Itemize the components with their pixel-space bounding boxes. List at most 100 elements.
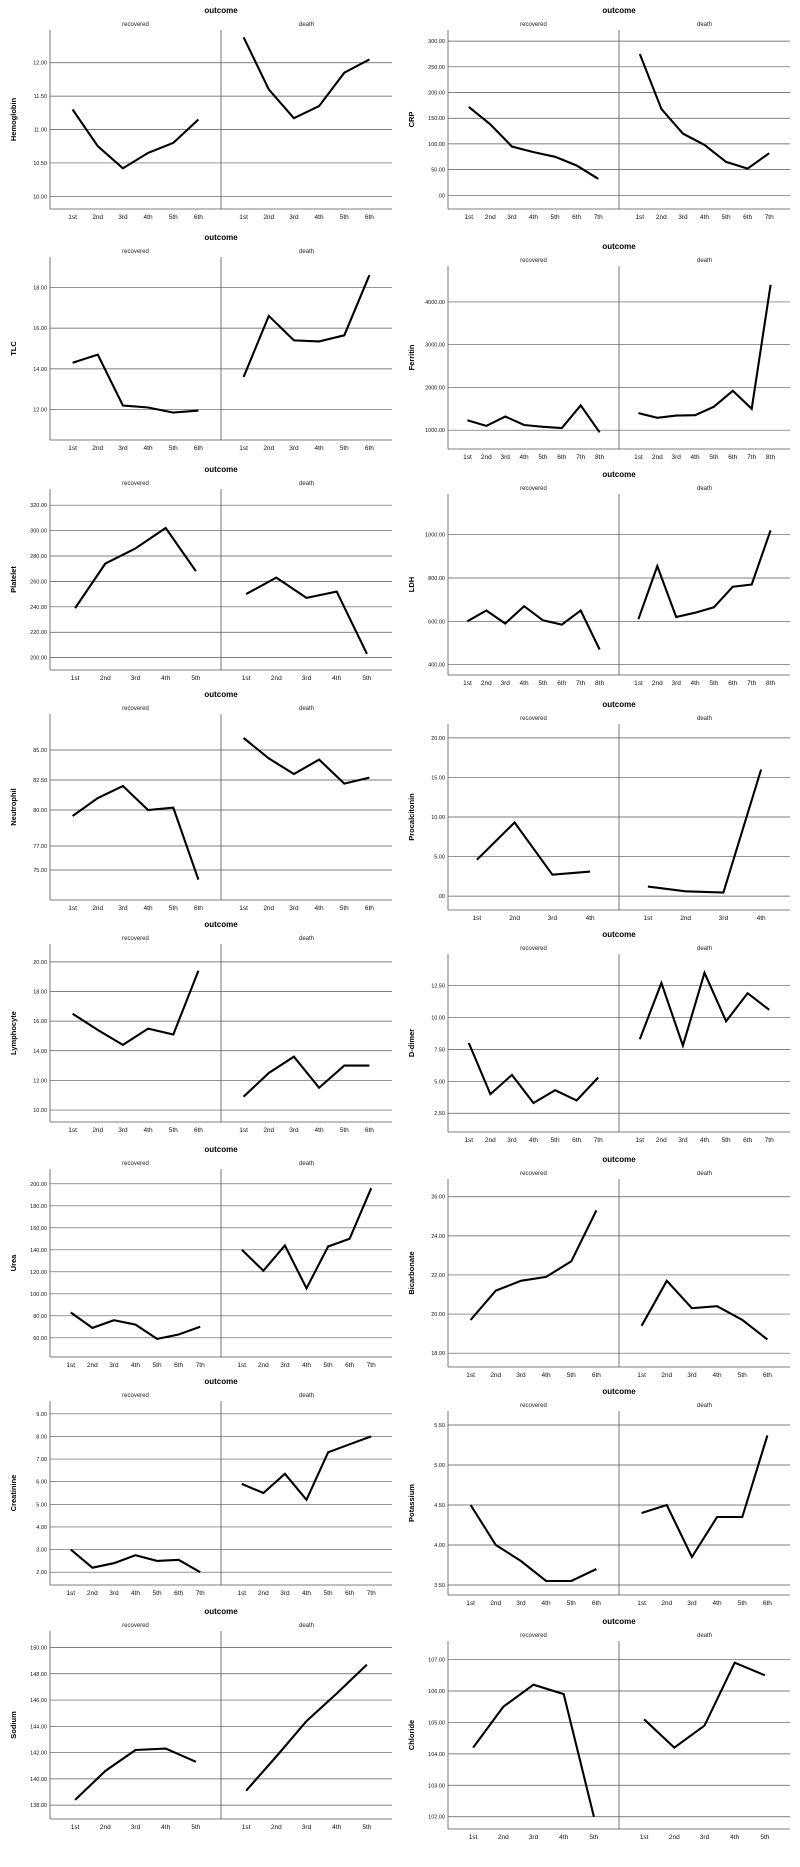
x-tick-label: 5th: [722, 214, 731, 221]
x-tick-label: 7th: [196, 1590, 205, 1597]
series-line-death: [643, 1661, 766, 1749]
x-tick-label: 2nd: [258, 1362, 269, 1369]
x-tick-label: 5th: [169, 1127, 178, 1134]
y-tick-label: 7.00: [36, 1457, 47, 1463]
x-tick-label: 3rd: [671, 680, 681, 687]
y-tick-label: 240.00: [30, 605, 47, 611]
x-tick-label: 1st: [242, 1824, 251, 1831]
x-tick-label: 5th: [169, 214, 178, 221]
x-tick-label: 6th: [592, 1600, 601, 1607]
y-tick-label: 4.50: [434, 1503, 445, 1509]
x-tick-label: 7th: [576, 454, 585, 461]
series-line-death: [242, 274, 371, 378]
y-tick-label: 77.00: [33, 844, 47, 850]
x-tick-label: 1st: [635, 214, 644, 221]
y-tick-label: 3.00: [36, 1548, 47, 1554]
panel-label-death: death: [299, 1393, 314, 1399]
x-tick-label: 4th: [161, 675, 170, 682]
y-axis-label: Urea: [9, 1254, 18, 1272]
x-tick-label: 2nd: [485, 214, 496, 221]
x-tick-label: 4th: [757, 915, 766, 922]
y-tick-label: 400.00: [428, 663, 445, 669]
x-tick-label: 6th: [728, 454, 737, 461]
chart-creatinine: outcome Creatinine 2.00 3.00 4.00 5.00 6.00 7.0…: [9, 1377, 392, 1597]
x-tick-label: 2nd: [669, 1834, 680, 1841]
x-tick-label: 3rd: [529, 1834, 539, 1841]
y-tick-label: 107.00: [428, 1658, 445, 1664]
y-tick-label: 15.00: [431, 775, 445, 781]
series-line-death: [245, 1663, 368, 1792]
x-tick-label: 3rd: [131, 675, 141, 682]
x-tick-label: 1st: [66, 1590, 75, 1597]
y-tick-label: 150.00: [30, 1646, 47, 1652]
x-tick-label: 4th: [161, 1824, 170, 1831]
x-tick-label: 6th: [365, 445, 374, 452]
x-tick-label: 5th: [589, 1834, 598, 1841]
x-tick-label: 6th: [365, 905, 374, 912]
series-line-recovered: [72, 353, 199, 414]
y-tick-label: 26.00: [431, 1195, 445, 1201]
y-tick-label: 300.00: [428, 39, 445, 45]
panel-label-death: death: [697, 1171, 712, 1177]
y-tick-label: 142.00: [30, 1751, 47, 1757]
x-tick-label: 1st: [644, 915, 653, 922]
x-tick-label: 3rd: [302, 675, 312, 682]
x-tick-label: 1st: [635, 1137, 644, 1144]
x-tick-label: 3rd: [678, 214, 688, 221]
y-tick-label: 24.00: [431, 1234, 445, 1240]
y-tick-label: 140.00: [30, 1777, 47, 1783]
y-tick-label: 14.00: [33, 1049, 47, 1055]
panel-label-recovered: recovered: [520, 22, 547, 28]
x-tick-label: 2nd: [263, 1127, 274, 1134]
series-line-death: [647, 769, 763, 894]
x-tick-label: 1st: [237, 1362, 246, 1369]
y-tick-label: 260.00: [30, 579, 47, 585]
x-tick-label: 1st: [239, 214, 248, 221]
panel-label-death: death: [299, 706, 314, 712]
series-line-death: [637, 529, 772, 620]
y-tick-label: 6.00: [36, 1480, 47, 1486]
x-tick-label: 3rd: [280, 1362, 290, 1369]
y-tick-label: 1000.00: [425, 428, 445, 434]
y-tick-label: 800.00: [428, 576, 445, 582]
chart-title: outcome: [204, 1145, 238, 1154]
x-tick-label: 5th: [324, 1590, 333, 1597]
x-tick-label: 3rd: [687, 1600, 697, 1607]
x-tick-label: 6th: [728, 680, 737, 687]
x-tick-label: 5th: [340, 214, 349, 221]
x-tick-label: 2nd: [656, 1137, 667, 1144]
chart-title: outcome: [602, 930, 636, 939]
x-tick-label: 5th: [709, 680, 718, 687]
x-tick-label: 4th: [315, 445, 324, 452]
series-line-recovered: [466, 604, 601, 650]
y-tick-label: 3.50: [434, 1583, 445, 1589]
panel-label-death: death: [697, 946, 712, 952]
series-line-recovered: [71, 784, 200, 880]
x-tick-label: 1st: [637, 1600, 646, 1607]
x-tick-label: 7th: [747, 454, 756, 461]
x-tick-label: 6th: [365, 214, 374, 221]
x-tick-label: 1st: [239, 445, 248, 452]
x-tick-label: 3rd: [516, 1372, 526, 1379]
series-line-recovered: [469, 1209, 598, 1321]
x-tick-label: 5th: [153, 1590, 162, 1597]
y-tick-label: 180.00: [30, 1204, 47, 1210]
x-tick-label: 3rd: [109, 1590, 119, 1597]
x-tick-label: 6th: [194, 905, 203, 912]
series-line-death: [242, 737, 370, 785]
x-tick-label: 7th: [594, 1137, 603, 1144]
panel-label-recovered: recovered: [122, 1393, 149, 1399]
x-tick-label: 6th: [194, 445, 203, 452]
x-tick-label: 5th: [709, 454, 718, 461]
y-tick-label: 2.00: [36, 1570, 47, 1576]
x-tick-label: 4th: [700, 214, 709, 221]
x-tick-label: 7th: [594, 214, 603, 221]
x-tick-label: 4th: [144, 214, 153, 221]
chart-lymphocyte: outcome Lymphocyte 10.00 12.00 14.00 16.00 18.…: [9, 920, 392, 1134]
y-tick-label: 11.00: [34, 128, 47, 134]
y-tick-label: 75.00: [33, 868, 47, 874]
x-tick-label: 6th: [592, 1372, 601, 1379]
x-tick-label: 4th: [542, 1600, 551, 1607]
x-tick-label: 1st: [469, 1834, 478, 1841]
